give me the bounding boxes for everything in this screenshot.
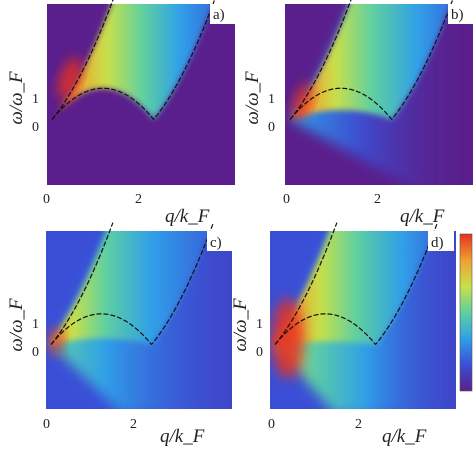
x-axis-label-top-right: q/k_F: [400, 206, 445, 227]
panel-a-lower-curve: [51, 0, 216, 120]
panel-c-ytick-0: 0: [32, 345, 39, 360]
panel-c-tag: c): [210, 235, 222, 251]
panel-c-xtick-2: 2: [130, 417, 137, 432]
panel-a-tag-box: [210, 4, 235, 24]
panel-c-xtick-0: 0: [43, 417, 50, 432]
panel-b-xtick-2: 2: [374, 192, 381, 207]
panel-b-xtick-0: 0: [283, 192, 290, 207]
panel-b-upper-curve: [289, 0, 352, 120]
x-axis-label-bottom-right: q/k_F: [382, 426, 427, 447]
panel-c: c) 1 0 0 2: [32, 222, 232, 432]
panel-d-xtick-0: 0: [268, 417, 275, 432]
panel-b-tag-box: [448, 4, 473, 24]
panel-a: a) 1 0 0 2: [32, 0, 235, 207]
panel-d: d) 1 0 0 2: [256, 222, 456, 432]
panel-b-lower-curve: [289, 0, 454, 120]
x-axis-label-top-left: q/k_F: [165, 206, 210, 227]
panel-c-lower-curve: [50, 223, 214, 345]
y-axis-label-bottom: ω/ω_F: [6, 298, 27, 352]
y-axis-label-top-right: ω/ω_F: [242, 71, 263, 125]
panel-a-xtick-2: 2: [135, 192, 142, 207]
panel-b-tag: b): [451, 7, 464, 23]
colorbar-gradient: [459, 233, 473, 392]
panel-d-upper-curve: [274, 222, 338, 345]
panel-a-ytick-1: 1: [32, 92, 39, 107]
panel-d-xtick-2: 2: [355, 417, 362, 432]
panel-c-upper-curve: [50, 222, 114, 345]
panel-d-tag-box: [428, 231, 454, 251]
panel-b: b) 1 0 0 2: [268, 0, 473, 207]
panel-c-ytick-1: 1: [32, 317, 39, 332]
panel-d-ytick-0: 0: [256, 345, 263, 360]
panel-a-tag: a): [213, 7, 225, 23]
panel-d-tag: d): [431, 235, 444, 251]
panel-b-ytick-0: 0: [268, 120, 275, 135]
panel-b-ytick-1: 1: [268, 92, 275, 107]
panel-c-tag-box: [207, 231, 232, 251]
panel-d-heatmap: [270, 231, 456, 409]
x-axis-label-bottom-left: q/k_F: [160, 426, 205, 447]
colorbar: [459, 233, 473, 392]
panel-a-xtick-0: 0: [43, 192, 50, 207]
y-axis-label-top: ω/ω_F: [6, 71, 27, 125]
panel-d-lower-curve: [274, 223, 438, 345]
panel-a-ytick-0: 0: [32, 120, 39, 135]
panel-d-ytick-1: 1: [256, 317, 263, 332]
panel-a-upper-curve: [51, 0, 114, 120]
y-axis-label-bottom-right: ω/ω_F: [230, 298, 251, 352]
